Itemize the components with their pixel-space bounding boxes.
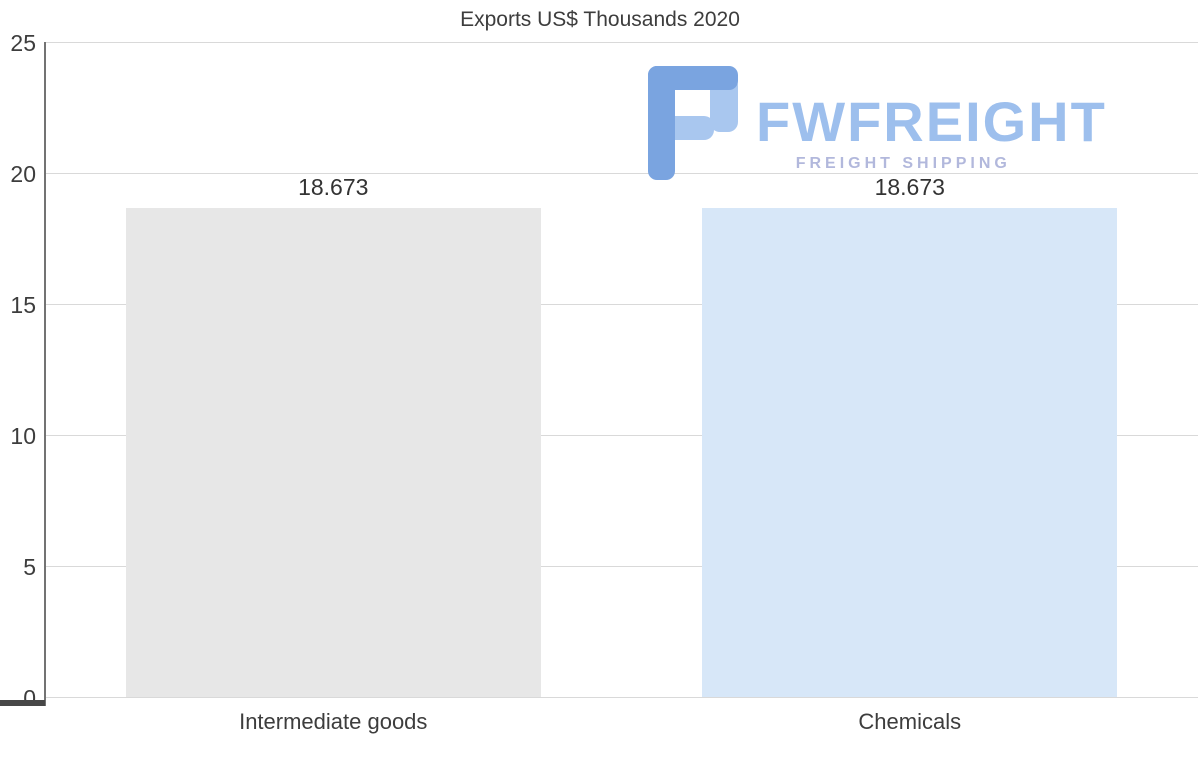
fwfreight-logo: FWFREIGHT FREIGHT SHIPPING bbox=[648, 66, 1107, 180]
gridline-y-15 bbox=[45, 304, 1198, 305]
bar-2 bbox=[702, 207, 1118, 697]
gridline-y-20 bbox=[45, 173, 1198, 174]
chart-title: Exports US$ Thousands 2020 bbox=[460, 8, 740, 31]
x-axis-stub bbox=[0, 700, 45, 706]
y-tick-label-5: 5 bbox=[23, 554, 36, 580]
fwfreight-logo-icon bbox=[648, 66, 738, 180]
y-tick-label-10: 10 bbox=[10, 423, 36, 449]
fwfreight-logo-text: FWFREIGHT bbox=[756, 90, 1107, 153]
y-tick-label-25: 25 bbox=[10, 30, 36, 56]
gridline-y-25 bbox=[45, 42, 1198, 43]
bar-value-label-1: 18.673 bbox=[298, 173, 369, 200]
fwfreight-logo-subtitle: FREIGHT SHIPPING bbox=[795, 155, 1011, 172]
x-category-label-1: Intermediate goods bbox=[239, 709, 428, 734]
gridline-y-5 bbox=[45, 566, 1198, 567]
x-category-label-2: Chemicals bbox=[858, 709, 962, 734]
gridline-y-10 bbox=[45, 435, 1198, 436]
y-tick-label-0: 0 bbox=[23, 685, 36, 711]
fwfreight-logo-text-block: FWFREIGHT FREIGHT SHIPPING bbox=[756, 66, 1107, 172]
bar-1 bbox=[125, 207, 541, 697]
gridline-y-0 bbox=[45, 697, 1198, 698]
y-tick-label-20: 20 bbox=[10, 161, 36, 187]
bar-value-label-2: 18.673 bbox=[874, 173, 945, 200]
y-tick-label-15: 15 bbox=[10, 292, 36, 318]
y-axis-line bbox=[44, 42, 46, 706]
